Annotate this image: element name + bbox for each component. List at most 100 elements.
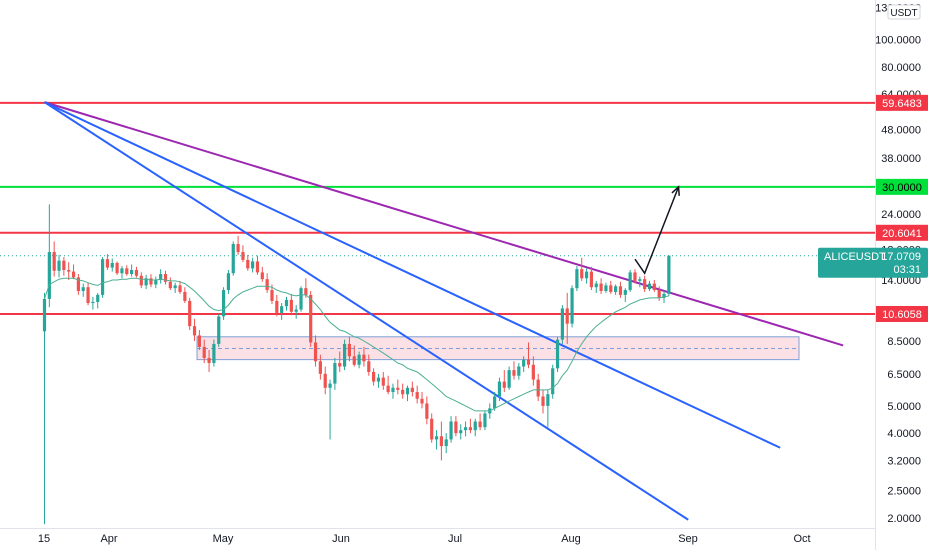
- candle[interactable]: [405, 385, 410, 402]
- candle[interactable]: [342, 339, 347, 371]
- candle[interactable]: [294, 305, 298, 319]
- candle[interactable]: [444, 433, 448, 454]
- candle[interactable]: [178, 280, 182, 294]
- candle[interactable]: [173, 282, 177, 293]
- candle[interactable]: [110, 258, 114, 272]
- candle[interactable]: [362, 346, 366, 367]
- candle[interactable]: [536, 373, 540, 402]
- candle[interactable]: [76, 274, 80, 295]
- candle[interactable]: [478, 413, 482, 431]
- candle[interactable]: [589, 266, 594, 291]
- candle[interactable]: [381, 371, 385, 390]
- candle[interactable]: [236, 235, 240, 255]
- candle[interactable]: [192, 318, 197, 342]
- candle[interactable]: [323, 366, 327, 395]
- candle[interactable]: [396, 379, 400, 395]
- candle[interactable]: [647, 280, 652, 291]
- candle[interactable]: [255, 255, 260, 275]
- candle[interactable]: [352, 345, 356, 367]
- candle[interactable]: [652, 280, 656, 292]
- candle[interactable]: [580, 257, 584, 281]
- candle[interactable]: [449, 416, 453, 443]
- candle[interactable]: [149, 274, 153, 288]
- candle[interactable]: [67, 262, 71, 281]
- candle[interactable]: [226, 269, 231, 294]
- candle[interactable]: [633, 269, 637, 284]
- candle[interactable]: [604, 282, 608, 293]
- candle[interactable]: [221, 287, 226, 320]
- candle[interactable]: [638, 276, 642, 288]
- trendline-2[interactable]: [44, 101, 781, 449]
- candle[interactable]: [280, 303, 284, 320]
- candle[interactable]: [357, 351, 361, 369]
- candle[interactable]: [401, 383, 405, 399]
- candle[interactable]: [391, 383, 395, 399]
- candle[interactable]: [318, 354, 322, 380]
- candle[interactable]: [463, 421, 468, 437]
- candle[interactable]: [425, 396, 429, 425]
- candle[interactable]: [231, 241, 235, 276]
- candle[interactable]: [410, 381, 414, 397]
- candle[interactable]: [546, 389, 550, 428]
- candle[interactable]: [81, 283, 85, 297]
- candle[interactable]: [454, 416, 458, 437]
- candle[interactable]: [628, 269, 632, 292]
- candle[interactable]: [502, 370, 506, 393]
- candle[interactable]: [246, 254, 250, 271]
- candle[interactable]: [594, 280, 598, 293]
- candle[interactable]: [386, 375, 390, 395]
- candle[interactable]: [62, 257, 66, 276]
- candle[interactable]: [100, 257, 105, 298]
- candle[interactable]: [42, 292, 47, 525]
- candle[interactable]: [367, 354, 371, 376]
- candle[interactable]: [275, 294, 279, 317]
- candle[interactable]: [667, 254, 671, 296]
- candle[interactable]: [183, 287, 187, 304]
- candle[interactable]: [657, 286, 661, 301]
- candle[interactable]: [328, 379, 332, 440]
- currency-badge[interactable]: [887, 4, 921, 20]
- trendline-1[interactable]: [43, 101, 689, 521]
- candle[interactable]: [251, 257, 255, 273]
- candle[interactable]: [531, 356, 535, 386]
- candle[interactable]: [599, 278, 603, 294]
- candle[interactable]: [623, 288, 627, 302]
- candle[interactable]: [541, 389, 545, 414]
- candle[interactable]: [609, 280, 613, 294]
- candle[interactable]: [217, 314, 221, 347]
- candle[interactable]: [120, 266, 124, 279]
- candle[interactable]: [618, 281, 623, 298]
- candle[interactable]: [125, 265, 129, 276]
- candle[interactable]: [430, 413, 434, 443]
- candle[interactable]: [86, 282, 90, 306]
- candle[interactable]: [57, 254, 61, 278]
- candle[interactable]: [207, 349, 211, 372]
- candle[interactable]: [512, 361, 516, 380]
- candle[interactable]: [570, 285, 574, 328]
- candle[interactable]: [526, 342, 531, 369]
- candle[interactable]: [168, 277, 172, 291]
- candle[interactable]: [188, 297, 192, 331]
- candle[interactable]: [144, 274, 148, 290]
- plot-area[interactable]: [0, 0, 875, 528]
- projection-arrow[interactable]: [634, 186, 680, 275]
- candle[interactable]: [241, 245, 245, 263]
- candle[interactable]: [614, 284, 618, 295]
- candle[interactable]: [202, 339, 206, 364]
- candle[interactable]: [415, 385, 419, 404]
- candle[interactable]: [197, 330, 201, 350]
- candle[interactable]: [551, 364, 555, 399]
- candle[interactable]: [560, 305, 564, 344]
- candle[interactable]: [299, 286, 303, 312]
- candle[interactable]: [91, 296, 95, 310]
- candle[interactable]: [96, 292, 100, 309]
- candle[interactable]: [575, 266, 579, 291]
- candle[interactable]: [309, 290, 313, 347]
- candle[interactable]: [507, 366, 511, 390]
- candle[interactable]: [376, 373, 381, 388]
- candle[interactable]: [212, 339, 216, 367]
- candle[interactable]: [163, 270, 168, 285]
- candle[interactable]: [517, 363, 521, 380]
- candle[interactable]: [115, 261, 119, 275]
- candle[interactable]: [555, 336, 560, 372]
